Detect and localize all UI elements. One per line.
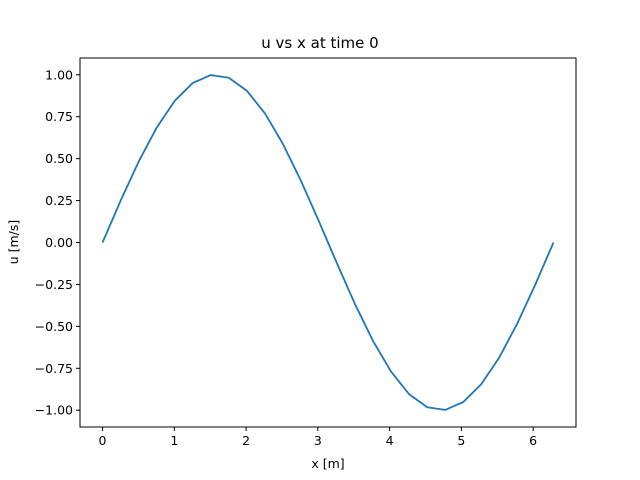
x-tick-label: 4 xyxy=(386,433,394,448)
y-axis-label: u [m/s] xyxy=(6,220,21,265)
x-tick-label: 0 xyxy=(99,433,107,448)
x-tick-label: 5 xyxy=(457,433,465,448)
series-line xyxy=(101,74,555,411)
y-tick-label: 0.75 xyxy=(45,109,73,124)
y-tick-label: −0.50 xyxy=(35,319,73,334)
y-tick-label: 0.00 xyxy=(45,235,73,250)
y-tick-label: 0.50 xyxy=(45,151,73,166)
x-axis: 0 1 2 3 4 5 6 xyxy=(99,427,537,448)
x-tick-label: 2 xyxy=(242,433,250,448)
y-tick-label: −0.25 xyxy=(35,277,73,292)
x-tick-label: 1 xyxy=(170,433,178,448)
x-tick-label: 3 xyxy=(314,433,322,448)
y-axis: 1.00 0.75 0.50 0.25 0.00 −0.25 −0.50 −0.75 −1.00 xyxy=(35,67,80,418)
y-tick-label: 0.25 xyxy=(45,193,73,208)
y-tick-label: −0.75 xyxy=(35,361,73,376)
x-tick-label: 6 xyxy=(529,433,537,448)
y-tick-label: 1.00 xyxy=(45,67,73,82)
x-axis-label: x [m] xyxy=(311,456,344,471)
series-layer xyxy=(101,74,555,411)
chart-title: u vs x at time 0 xyxy=(261,34,378,52)
y-tick-label: −1.00 xyxy=(35,403,73,418)
